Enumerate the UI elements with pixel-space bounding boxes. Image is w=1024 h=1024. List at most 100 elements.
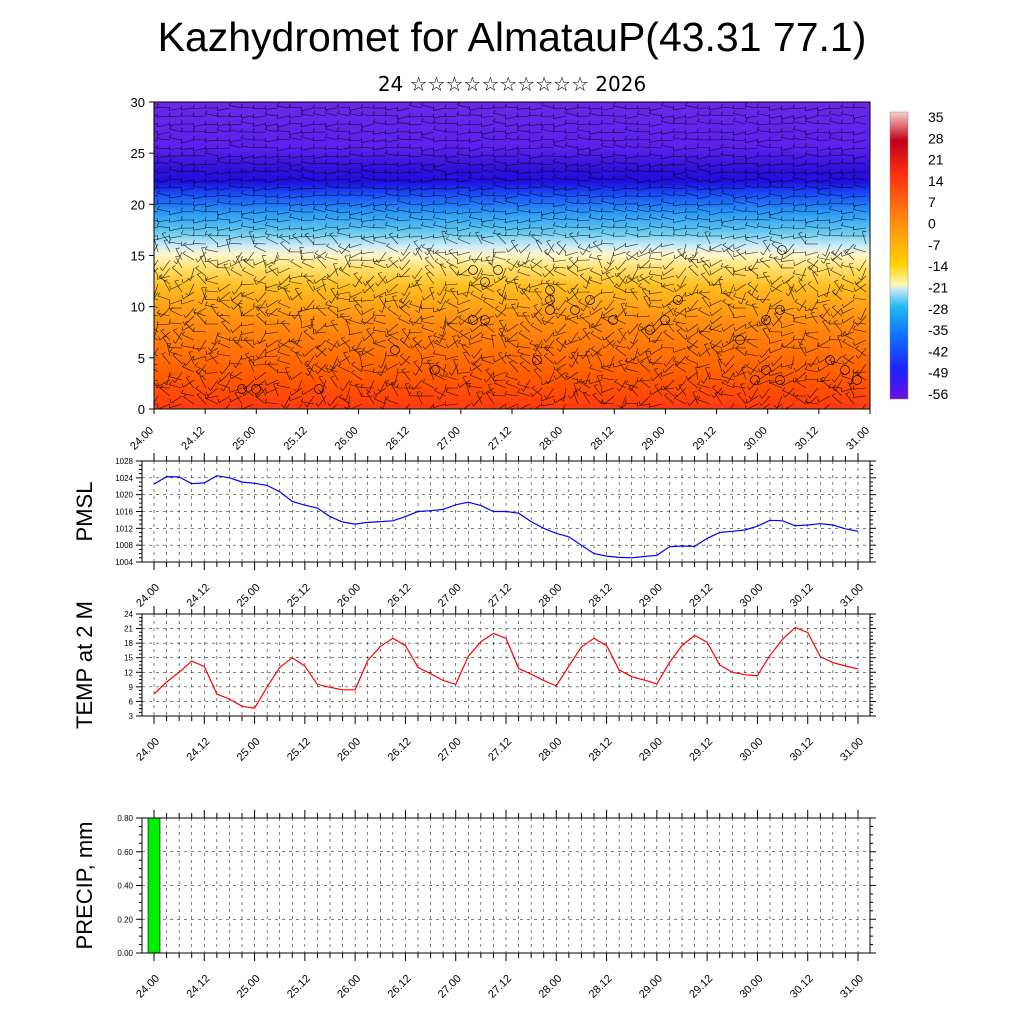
wind-barb-flag bbox=[276, 199, 279, 204]
wind-barb-flag bbox=[264, 215, 267, 220]
wind-barb-flag bbox=[468, 281, 471, 286]
wind-barb bbox=[268, 266, 279, 277]
wind-barb bbox=[709, 187, 723, 191]
wind-barb bbox=[361, 211, 375, 215]
wind-barb bbox=[182, 366, 195, 373]
wind-barb-flag bbox=[688, 292, 692, 296]
wind-barb-flag bbox=[180, 207, 183, 212]
wind-barb-flag bbox=[208, 347, 212, 352]
wind-barb-flag bbox=[685, 375, 688, 380]
wind-barb-flag bbox=[698, 352, 701, 357]
wind-barb-flag bbox=[516, 134, 520, 139]
wind-barb bbox=[747, 291, 759, 301]
wind-barb bbox=[469, 177, 483, 181]
wind-barb-flag bbox=[660, 175, 663, 180]
wind-barb-flag bbox=[615, 313, 618, 318]
wind-barb bbox=[463, 352, 471, 365]
wind-barb bbox=[217, 171, 231, 175]
wind-barb bbox=[217, 161, 231, 165]
wind-barb-flag bbox=[181, 363, 186, 367]
x-tick-label: 25.12 bbox=[282, 425, 310, 453]
wind-barb-flag bbox=[698, 307, 702, 311]
wind-barb-flag bbox=[300, 128, 303, 133]
wind-barb bbox=[421, 362, 435, 365]
wind-barb-flag bbox=[421, 165, 424, 170]
wind-barb bbox=[409, 235, 423, 238]
wind-barb-flag bbox=[819, 378, 823, 383]
wind-barb-flag bbox=[303, 306, 307, 311]
wind-barb-flag bbox=[696, 186, 699, 191]
wind-barb-flag bbox=[602, 336, 605, 341]
wind-barb bbox=[721, 154, 735, 157]
colorbar-label: -56 bbox=[928, 386, 948, 402]
wind-barb bbox=[533, 305, 543, 317]
wind-barb bbox=[844, 355, 855, 365]
wind-barb bbox=[267, 363, 279, 373]
wind-barb-flag bbox=[168, 218, 171, 223]
wind-barb bbox=[602, 317, 615, 325]
wind-barb-flag bbox=[300, 225, 303, 230]
wind-barb bbox=[364, 331, 375, 341]
wind-barb-flag bbox=[724, 380, 728, 384]
wind-barb-flag bbox=[798, 231, 803, 234]
wind-barb-flag bbox=[378, 365, 382, 369]
wind-barb-flag bbox=[744, 194, 747, 199]
wind-barb bbox=[332, 355, 339, 369]
wind-barb bbox=[841, 153, 855, 157]
wind-barb bbox=[337, 232, 351, 237]
wind-barb bbox=[256, 275, 267, 285]
wind-barb bbox=[857, 315, 867, 327]
wind-barb bbox=[193, 209, 207, 213]
wind-barb-flag bbox=[396, 234, 399, 239]
wind-barb bbox=[697, 168, 711, 173]
wind-barb-flag bbox=[372, 234, 375, 239]
wind-barb-flag bbox=[300, 249, 303, 254]
wind-barb-flag bbox=[493, 229, 496, 234]
wind-barb bbox=[793, 235, 807, 239]
wind-barb bbox=[289, 177, 303, 181]
wind-barb-flag bbox=[540, 160, 543, 165]
wind-barb-flag bbox=[530, 266, 535, 270]
wind-barb bbox=[182, 291, 195, 300]
wind-barb bbox=[521, 289, 531, 301]
wind-barb bbox=[217, 107, 231, 112]
wind-barb bbox=[529, 219, 543, 223]
wind-barb bbox=[769, 115, 783, 119]
wind-barb-flag bbox=[648, 263, 651, 268]
wind-barb-flag bbox=[181, 279, 184, 284]
wind-barb bbox=[241, 283, 255, 286]
wind-barb-flag bbox=[780, 264, 783, 268]
wind-barb-flag bbox=[434, 258, 439, 262]
wind-barb bbox=[769, 179, 783, 183]
wind-barb-flag bbox=[627, 330, 630, 335]
wind-barb bbox=[403, 331, 411, 344]
wind-barb-flag bbox=[228, 158, 231, 163]
wind-barb-flag bbox=[722, 242, 727, 246]
wind-barb bbox=[501, 283, 507, 297]
wind-barb bbox=[169, 241, 183, 245]
wind-barb-flag bbox=[192, 112, 195, 117]
wind-barb bbox=[614, 317, 627, 325]
wind-barb bbox=[301, 176, 315, 181]
wind-barb-flag bbox=[240, 256, 243, 260]
wind-barb bbox=[154, 203, 159, 205]
wind-barb-flag bbox=[720, 103, 723, 108]
wind-barb bbox=[853, 162, 867, 165]
wind-barb-flag bbox=[432, 113, 435, 118]
wind-barb-flag bbox=[816, 216, 819, 221]
wind-barb-flag bbox=[168, 145, 171, 150]
wind-barb-flag bbox=[852, 118, 856, 123]
wind-barb-flag bbox=[672, 230, 676, 235]
wind-barb bbox=[248, 360, 255, 373]
wind-barb bbox=[409, 187, 423, 191]
wind-barb-flag bbox=[858, 277, 862, 281]
wind-barb bbox=[481, 131, 495, 135]
wind-barb-flag bbox=[552, 152, 555, 157]
wind-barb bbox=[601, 169, 615, 173]
wind-barb-flag bbox=[283, 287, 289, 289]
wind-barb bbox=[746, 365, 759, 373]
wind-barb-flag bbox=[154, 263, 156, 265]
wind-barb bbox=[157, 155, 171, 158]
wind-barb-flag bbox=[300, 255, 303, 260]
wind-barb-flag bbox=[672, 209, 675, 214]
